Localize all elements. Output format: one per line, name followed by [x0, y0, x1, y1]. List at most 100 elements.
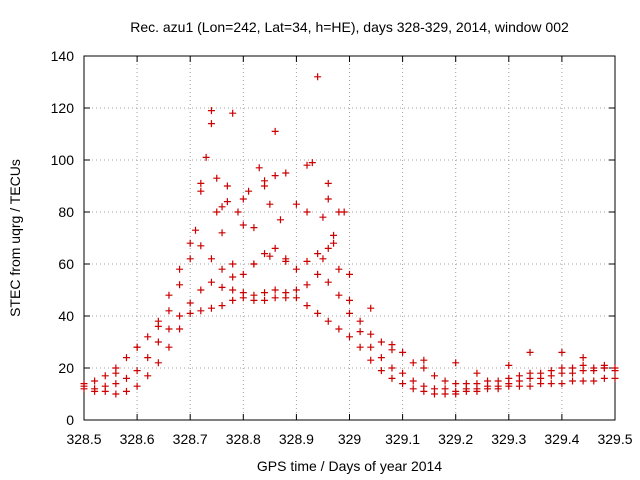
data-point [335, 325, 343, 333]
data-point [276, 216, 284, 224]
data-point [239, 195, 247, 203]
data-point [223, 182, 231, 190]
x-tick-label: 328.8 [226, 431, 261, 447]
data-point [197, 286, 205, 294]
x-tick-label: 329.2 [438, 431, 473, 447]
data-point [399, 380, 407, 388]
data-point [319, 213, 327, 221]
data-point [271, 127, 279, 135]
y-tick-label: 100 [51, 152, 75, 168]
x-tick-label: 329.4 [544, 431, 579, 447]
data-point [409, 359, 417, 367]
data-point [255, 164, 263, 172]
x-tick-label: 329.3 [491, 431, 526, 447]
data-point [420, 382, 428, 390]
data-point [101, 372, 109, 380]
data-point [122, 354, 130, 362]
data-point [229, 260, 237, 268]
data-point [261, 289, 269, 297]
data-point [367, 343, 375, 351]
data-point [430, 385, 438, 393]
data-point [377, 367, 385, 375]
data-point [261, 296, 269, 304]
data-point [303, 208, 311, 216]
data-point [133, 382, 141, 390]
data-point [590, 377, 598, 385]
data-point [335, 265, 343, 273]
y-tick-label: 140 [51, 48, 75, 64]
x-axis: 328.5 328.6 328.7 328.8 328.9 329 329.1 329.2 32… [66, 56, 633, 447]
data-point [303, 281, 311, 289]
data-point [271, 244, 279, 252]
data-point [356, 317, 364, 325]
data-point [239, 221, 247, 229]
data-point [314, 250, 322, 258]
data-point [101, 382, 109, 390]
data-point [324, 244, 332, 252]
data-point [399, 369, 407, 377]
y-tick-label: 0 [66, 412, 74, 428]
data-point [292, 294, 300, 302]
plot-frame [83, 55, 616, 421]
data-point [399, 348, 407, 356]
data-point [112, 380, 120, 388]
x-tick-label: 328.6 [120, 431, 155, 447]
data-point [91, 385, 99, 393]
data-point [346, 309, 353, 317]
data-point [80, 380, 88, 388]
data-point [229, 286, 237, 294]
data-point [611, 367, 619, 375]
data-point [346, 296, 353, 304]
y-tick-label: 120 [51, 100, 75, 116]
data-point [176, 325, 184, 333]
data-point [165, 307, 173, 315]
data-point [462, 380, 470, 388]
data-point [330, 239, 338, 247]
data-point [144, 372, 152, 380]
data-point [250, 291, 258, 299]
data-point [526, 348, 534, 356]
data-point [579, 361, 587, 369]
data-point [388, 364, 396, 372]
y-axis: 0 20 40 60 80 100 120 140 [51, 48, 615, 428]
data-point [324, 317, 332, 325]
data-point [409, 377, 417, 385]
data-point [229, 273, 237, 281]
data-point [292, 265, 300, 273]
data-point [266, 252, 274, 260]
data-point [202, 153, 210, 161]
data-point [324, 195, 332, 203]
data-point [186, 309, 194, 317]
data-point [207, 255, 215, 263]
data-point [229, 296, 237, 304]
data-point [569, 377, 577, 385]
data-point [308, 159, 316, 167]
data-point [122, 374, 130, 382]
data-point [176, 281, 184, 289]
data-point [558, 380, 566, 388]
data-point [335, 291, 343, 299]
x-tick-label: 328.7 [173, 431, 208, 447]
data-point [165, 343, 173, 351]
data-point [367, 330, 375, 338]
data-point [207, 278, 215, 286]
data-point [282, 255, 290, 263]
data-point [346, 333, 353, 341]
data-point [133, 343, 141, 351]
y-tick-label: 20 [58, 360, 74, 376]
data-point [207, 107, 215, 115]
data-point [537, 369, 545, 377]
data-point [526, 369, 534, 377]
data-point [245, 187, 253, 195]
data-point [409, 385, 417, 393]
data-point [218, 283, 226, 291]
data-point [234, 208, 242, 216]
data-point [452, 387, 460, 395]
data-point [261, 250, 269, 258]
data-point [505, 361, 513, 369]
data-point [319, 255, 327, 263]
x-tick-label: 329.5 [597, 431, 632, 447]
data-point [261, 177, 269, 185]
data-point [388, 374, 396, 382]
